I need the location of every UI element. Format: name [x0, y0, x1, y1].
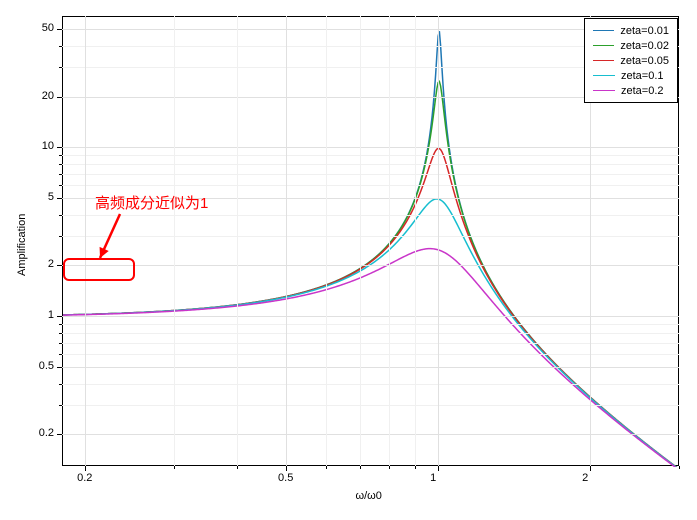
grid-vline — [326, 16, 327, 466]
y-minor-tick — [59, 236, 62, 237]
grid-hline — [62, 384, 679, 385]
y-tick-label: 0.5 — [32, 360, 54, 372]
y-tick-mark — [57, 434, 62, 435]
grid-hline — [62, 265, 679, 266]
x-tick-label: 0.5 — [278, 472, 293, 484]
y-axis-label: Amplification — [16, 214, 28, 276]
x-minor-tick — [389, 466, 390, 469]
grid-vline — [360, 16, 361, 466]
legend-label: zeta=0.2 — [621, 85, 664, 97]
legend-label: zeta=0.05 — [620, 55, 669, 67]
annotation-text: 高频成分近似为1 — [95, 192, 208, 213]
grid-hline — [62, 155, 679, 156]
y-minor-tick — [59, 333, 62, 334]
legend-line — [593, 30, 614, 32]
y-minor-tick — [59, 46, 62, 47]
grid-hline — [62, 236, 679, 237]
series-line — [63, 82, 680, 468]
y-tick-label: 5 — [44, 191, 54, 203]
y-minor-tick — [59, 354, 62, 355]
legend-item: zeta=0.01 — [593, 23, 669, 38]
legend-label: zeta=0.1 — [621, 70, 664, 82]
grid-vline — [389, 16, 390, 466]
grid-hline — [62, 333, 679, 334]
y-tick-mark — [57, 147, 62, 148]
x-minor-tick — [237, 466, 238, 469]
y-tick-mark — [57, 29, 62, 30]
grid-hline — [62, 324, 679, 325]
legend-line — [593, 60, 614, 62]
y-tick-mark — [57, 97, 62, 98]
grid-hline — [62, 343, 679, 344]
y-minor-tick — [59, 384, 62, 385]
y-tick-label: 2 — [44, 258, 54, 270]
x-tick-label: 0.2 — [77, 472, 92, 484]
grid-hline — [62, 174, 679, 175]
grid-vline — [286, 16, 287, 466]
legend-line — [593, 45, 614, 47]
grid-hline — [62, 164, 679, 165]
grid-hline — [62, 405, 679, 406]
y-tick-mark — [57, 367, 62, 368]
legend-item: zeta=0.05 — [593, 53, 669, 68]
x-tick-mark — [590, 466, 591, 471]
x-tick-label: 1 — [430, 472, 436, 484]
x-minor-tick — [679, 466, 680, 469]
x-minor-tick — [326, 466, 327, 469]
y-tick-label: 10 — [38, 140, 54, 152]
x-minor-tick — [360, 466, 361, 469]
legend-item: zeta=0.02 — [593, 38, 669, 53]
y-minor-tick — [59, 164, 62, 165]
grid-hline — [62, 367, 679, 368]
legend-label: zeta=0.02 — [620, 40, 669, 52]
annotation-box — [63, 258, 135, 281]
y-minor-tick — [59, 155, 62, 156]
y-tick-label: 50 — [38, 22, 54, 34]
grid-vline — [237, 16, 238, 466]
x-tick-label: 2 — [582, 472, 588, 484]
y-tick-label: 1 — [44, 309, 54, 321]
x-minor-tick — [174, 466, 175, 469]
grid-hline — [62, 354, 679, 355]
legend-label: zeta=0.01 — [620, 25, 669, 37]
legend-item: zeta=0.2 — [593, 83, 669, 98]
legend-line — [593, 75, 615, 77]
y-minor-tick — [59, 405, 62, 406]
grid-vline — [438, 16, 439, 466]
legend: zeta=0.01 zeta=0.02 zeta=0.05 zeta=0.1 zeta=… — [584, 18, 678, 103]
y-minor-tick — [59, 185, 62, 186]
legend-line — [593, 90, 615, 92]
grid-vline — [85, 16, 86, 466]
y-tick-label: 20 — [38, 90, 54, 102]
grid-hline — [62, 215, 679, 216]
y-tick-mark — [57, 198, 62, 199]
y-minor-tick — [59, 67, 62, 68]
grid-hline — [62, 185, 679, 186]
x-minor-tick — [415, 466, 416, 469]
y-minor-tick — [59, 324, 62, 325]
x-tick-mark — [85, 466, 86, 471]
x-tick-mark — [286, 466, 287, 471]
y-tick-label: 0.2 — [32, 427, 54, 439]
legend-item: zeta=0.1 — [593, 68, 669, 83]
y-minor-tick — [59, 174, 62, 175]
chart-container: Amplification ω/ω0 zeta=0.01zeta=0.02zet… — [0, 0, 697, 520]
grid-hline — [62, 147, 679, 148]
y-tick-mark — [57, 316, 62, 317]
grid-vline — [174, 16, 175, 466]
y-minor-tick — [59, 343, 62, 344]
y-tick-mark — [57, 265, 62, 266]
y-minor-tick — [59, 215, 62, 216]
x-tick-mark — [438, 466, 439, 471]
grid-hline — [62, 316, 679, 317]
grid-hline — [62, 434, 679, 435]
x-axis-label: ω/ω0 — [356, 490, 382, 502]
grid-vline — [415, 16, 416, 466]
